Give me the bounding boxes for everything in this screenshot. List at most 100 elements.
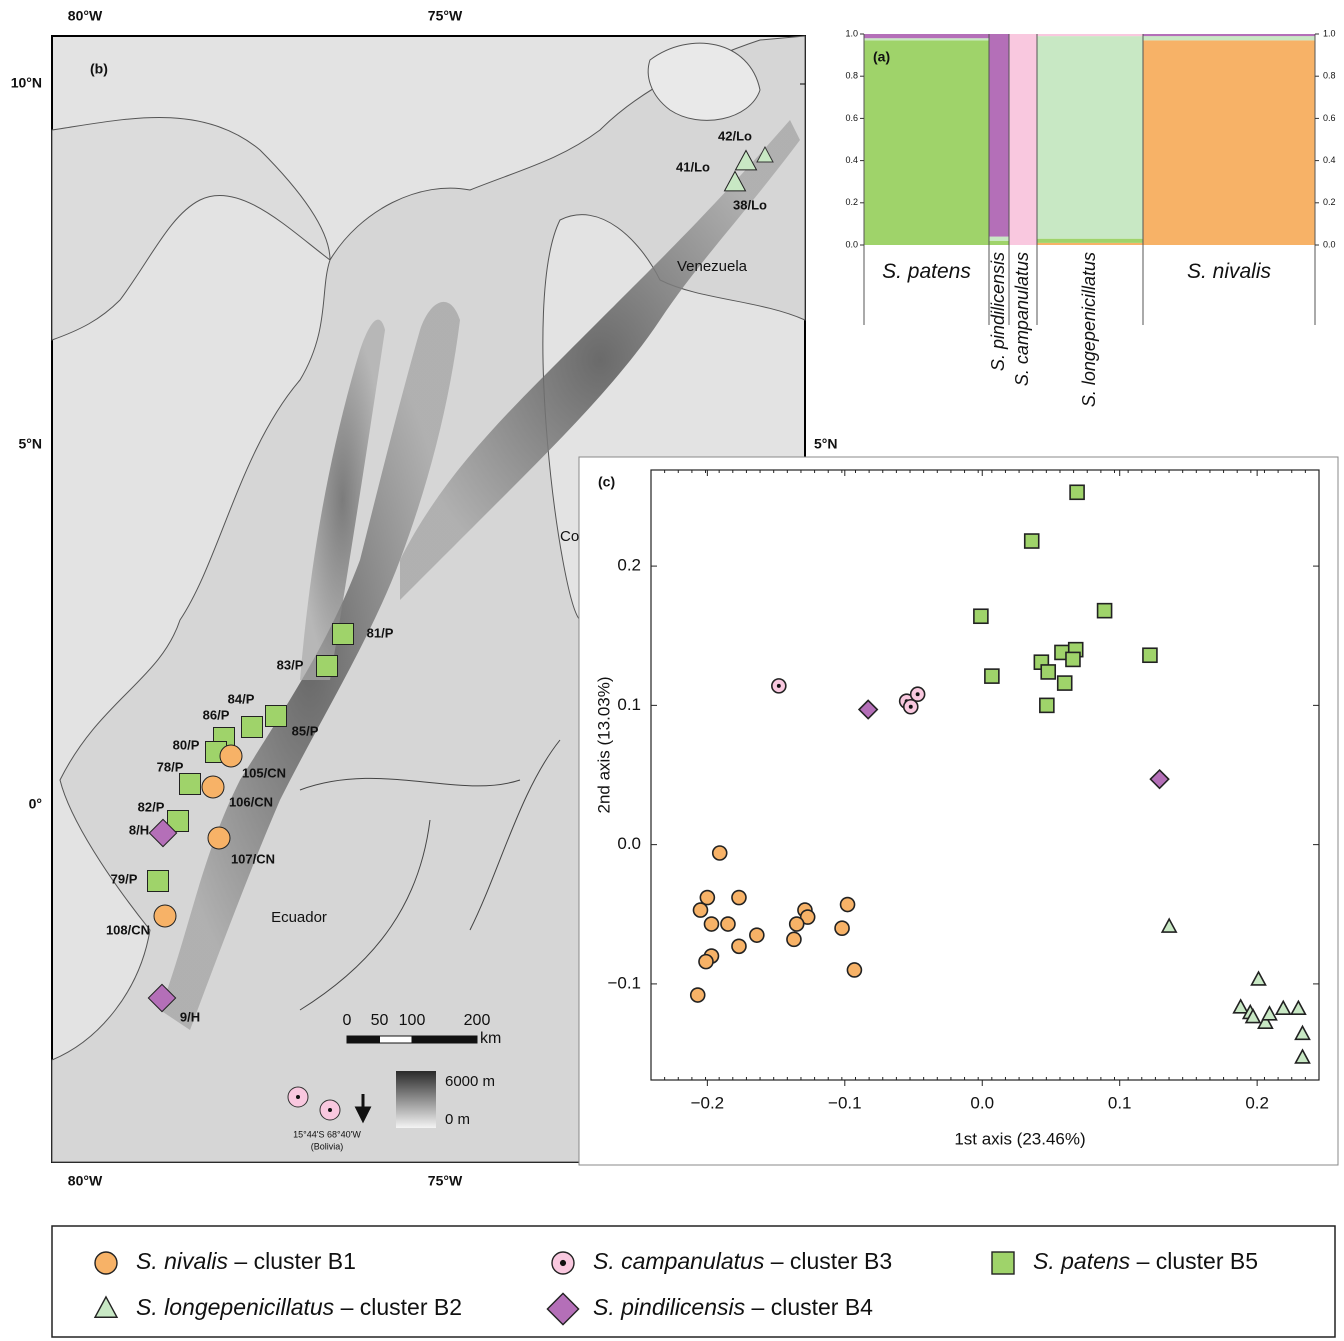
scale-segment (412, 1036, 477, 1043)
outlier-note: 15°44'S 68°40'W (293, 1129, 361, 1139)
marker-square (1041, 665, 1055, 679)
site-label: 41/Lo (676, 159, 710, 174)
marker-circle (732, 939, 746, 953)
marker-square (317, 656, 338, 677)
group-label: S. patens (882, 260, 971, 283)
group-label: S. longepenicillatus (1079, 252, 1099, 407)
marker-dot (777, 684, 781, 688)
marker-square (180, 774, 201, 795)
scale-segment (347, 1036, 380, 1043)
marker-circle (835, 921, 849, 935)
marker-circle (787, 932, 801, 946)
marker-circle (208, 827, 230, 849)
lon-label: 80°W (68, 8, 103, 24)
marker-square (1070, 485, 1084, 499)
bar-segment (1009, 34, 1037, 245)
y-tick-label: 0.4 (1323, 155, 1336, 165)
marker-square (1058, 676, 1072, 690)
marker-dot (916, 692, 920, 696)
marker-circle (202, 776, 224, 798)
x-tick-label: 0.2 (1245, 1093, 1269, 1112)
x-tick-label: −0.1 (828, 1093, 862, 1112)
bar-segment (1037, 243, 1143, 245)
bar-segment (1143, 36, 1315, 40)
site-label: 38/Lo (733, 197, 767, 212)
panel-label: (b) (90, 61, 108, 77)
y-tick-label: 0.1 (617, 695, 641, 714)
marker-square (333, 624, 354, 645)
page: (b) 80°W 75°W 80°W 75°W 10°N 5°N 0° 5°N … (0, 0, 1344, 1341)
panel-c-frame (579, 457, 1338, 1165)
group-label: S. campanulatus (1012, 252, 1032, 386)
marker-square (1098, 604, 1112, 618)
marker-square (974, 609, 988, 623)
y-tick-label: 1.0 (1323, 28, 1336, 38)
bar-segment (989, 237, 1009, 241)
figure: (b) 80°W 75°W 80°W 75°W 10°N 5°N 0° 5°N … (0, 0, 1344, 1341)
site-label: 8/H (129, 822, 149, 837)
site-label: 86/P (203, 707, 230, 722)
marker-circle (154, 905, 176, 927)
marker-circle (220, 745, 242, 767)
lat-label: 5°N (19, 436, 43, 452)
site-label: 106/CN (229, 794, 273, 809)
bar-segment (1037, 36, 1143, 239)
lon-label: 80°W (68, 1173, 103, 1189)
scale-unit: km (480, 1030, 501, 1047)
marker-square (985, 669, 999, 683)
marker-circle (95, 1252, 117, 1274)
scale-segment (380, 1036, 413, 1043)
y-tick-label: 0.2 (1323, 197, 1336, 207)
lat-label: 10°N (11, 75, 42, 91)
y-tick-label: 0.0 (617, 834, 641, 853)
country-label: Venezuela (677, 258, 748, 275)
scale-label: 200 (464, 1012, 491, 1029)
marker-square (1025, 534, 1039, 548)
y-tick-label: 0.8 (845, 71, 858, 81)
site-label: 84/P (228, 691, 255, 706)
marker-circle (721, 917, 735, 931)
y-tick-label: 1.0 (845, 28, 858, 38)
marker-square (148, 871, 169, 892)
x-axis-title: 1st axis (23.46%) (954, 1129, 1085, 1148)
marker-circle (704, 917, 718, 931)
bar-segment (864, 38, 989, 40)
y-axis-title: 2nd axis (13.03%) (594, 676, 613, 813)
y-tick-label: −0.1 (607, 973, 641, 992)
country-label: Co (560, 528, 579, 545)
y-tick-label: 0.6 (1323, 113, 1336, 123)
lat-label: 5°N (814, 436, 838, 452)
marker-square (242, 717, 263, 738)
elevation-scale (396, 1071, 436, 1128)
marker-circle (699, 955, 713, 969)
site-label: 85/P (292, 723, 319, 738)
bar-segment (1143, 34, 1315, 36)
marker-circle (700, 891, 714, 905)
y-tick-label: 0.4 (845, 155, 858, 165)
site-label: 105/CN (242, 765, 286, 780)
x-tick-label: 0.1 (1108, 1093, 1132, 1112)
bar-segment (989, 34, 1009, 237)
site-label: 79/P (111, 871, 138, 886)
marker-circle (750, 928, 764, 942)
site-label: 9/H (180, 1009, 200, 1024)
lat-label: 0° (29, 796, 42, 812)
scale-label: 0 (343, 1012, 352, 1029)
marker-square (266, 706, 287, 727)
marker-square (1066, 652, 1080, 666)
bar-segment (1037, 34, 1143, 36)
elevation-label: 6000 m (445, 1073, 495, 1090)
site-label: 82/P (138, 799, 165, 814)
outlier-note: (Bolivia) (311, 1141, 344, 1151)
bar-segment (864, 40, 989, 245)
bar-segment (864, 34, 989, 38)
marker-circle (790, 917, 804, 931)
legend-label: S. nivalis – cluster B1 (136, 1248, 356, 1274)
y-tick-label: 0.2 (617, 556, 641, 575)
scale-label: 50 (371, 1012, 389, 1029)
panel-label: (c) (598, 474, 615, 490)
site-label: 108/CN (106, 922, 150, 937)
bar-segment (1143, 40, 1315, 245)
legend-label: S. patens – cluster B5 (1033, 1248, 1258, 1274)
site-label: 42/Lo (718, 128, 752, 143)
